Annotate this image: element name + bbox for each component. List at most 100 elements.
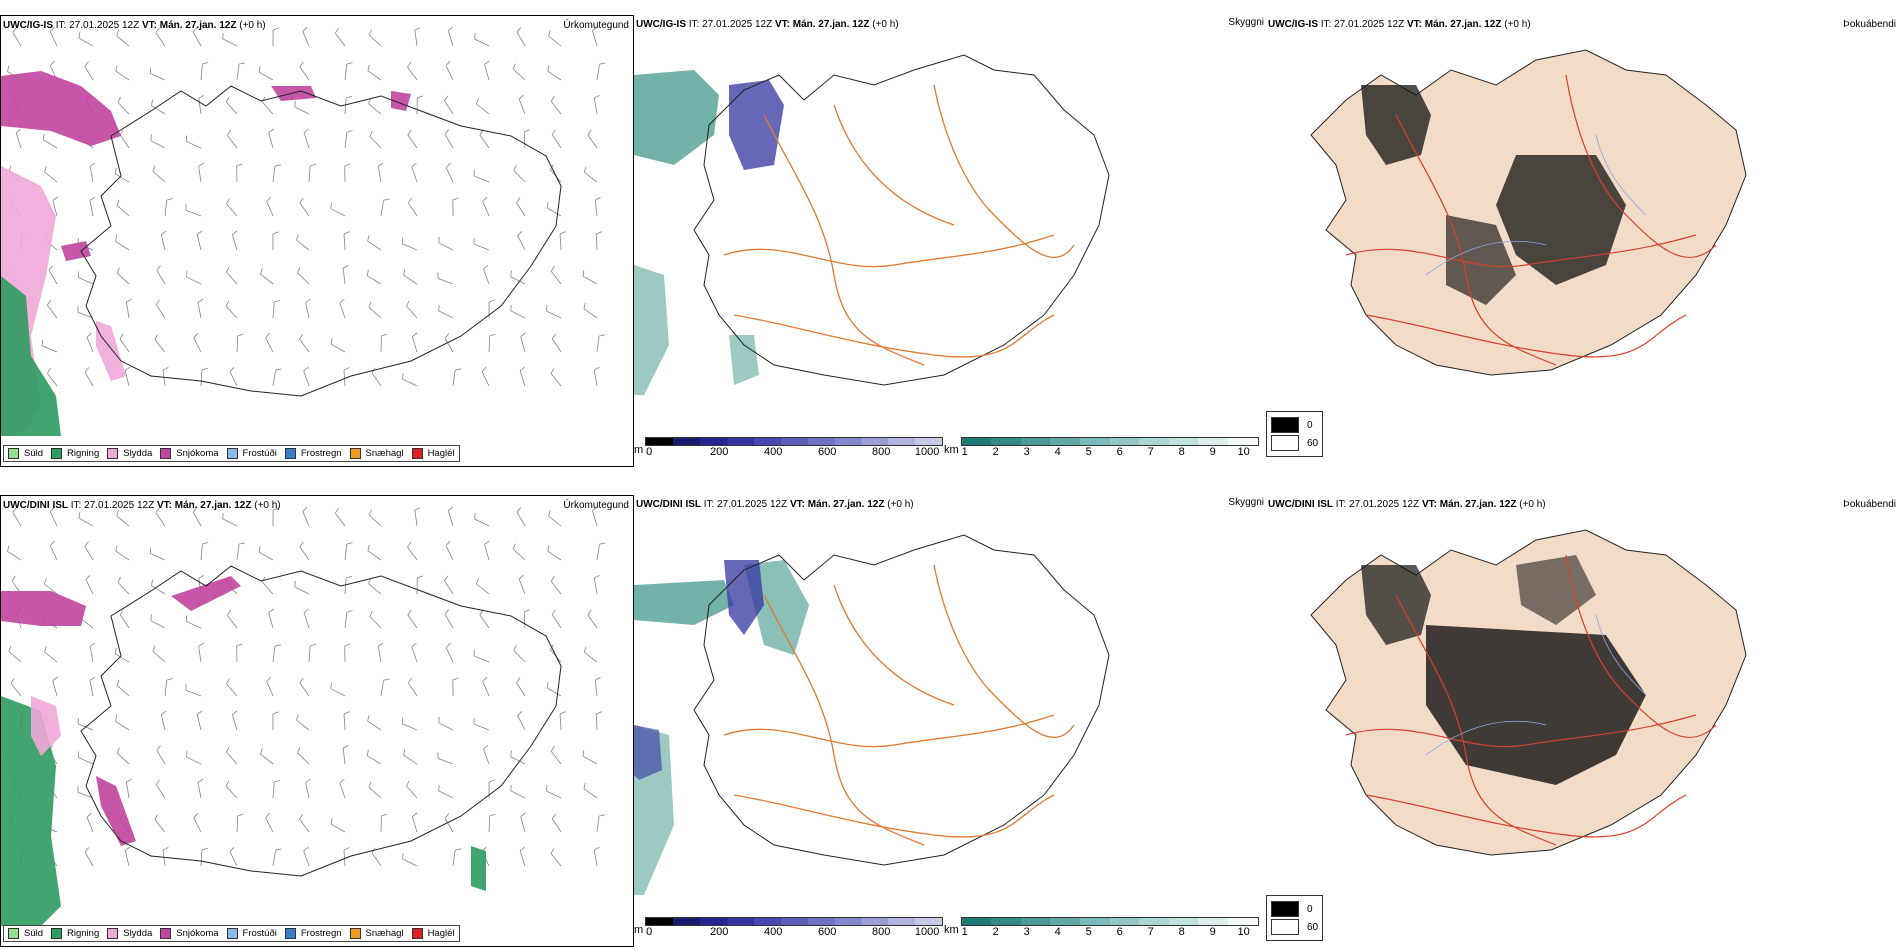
wind-barb (482, 201, 490, 217)
wind-barb (559, 713, 562, 731)
wind-barb (344, 64, 348, 81)
wind-barb (150, 73, 166, 81)
wind-barb-flag (550, 265, 555, 272)
wind-barb (226, 203, 238, 217)
wind-barb (369, 514, 382, 527)
wind-barb-flag (550, 368, 555, 374)
colorbar-segment (1050, 438, 1081, 445)
wind-barb-flag (303, 128, 309, 134)
wind-barb-flag (302, 26, 308, 32)
wind-barb-flag (596, 231, 602, 235)
wind-barb-flag (44, 646, 47, 653)
wind-barb (155, 304, 166, 319)
wind-barb (78, 757, 94, 765)
wind-barb-flag (345, 575, 353, 579)
wind-barb-flag (116, 199, 120, 206)
wind-barb (402, 378, 418, 387)
wind-barb-flag (11, 575, 16, 582)
wind-barb-flag (260, 748, 263, 755)
wind-barb (222, 38, 238, 47)
wind-barb (154, 339, 166, 353)
colorbar-scale (645, 917, 944, 926)
wind-barb (371, 852, 382, 867)
wind-barb-flag (226, 746, 230, 753)
wind-barb (371, 372, 382, 387)
wind-barb-flag (548, 30, 551, 37)
wind-barb-flag (489, 813, 496, 817)
wind-barb-flag (346, 62, 353, 65)
wind-barb-flag (599, 542, 606, 545)
cloud-base-visibility-map (634, 54, 1110, 395)
wind-barb (151, 585, 166, 595)
wind-barb-flag (447, 506, 454, 512)
wind-barb (200, 369, 203, 387)
wind-barb-flag (49, 26, 55, 32)
legend-swatch (284, 928, 296, 939)
colorbar-segment (991, 918, 1021, 925)
rain-area (1, 276, 61, 436)
wind-barb-flag (444, 609, 450, 615)
colorbar-segment (780, 438, 808, 445)
wind-barb-flag (592, 26, 598, 31)
wind-barb-flag (196, 230, 203, 235)
wind-barb (156, 750, 166, 765)
wind-barb (162, 850, 166, 867)
wind-barb (124, 850, 130, 867)
wind-barb (258, 71, 274, 81)
wind-barb (77, 792, 94, 799)
wind-barb-flag (551, 813, 557, 819)
wind-barb-flag (84, 367, 90, 373)
wind-barb-flag (346, 542, 353, 545)
wind-barb (546, 310, 562, 319)
wind-barb (488, 335, 491, 353)
wind-barb (547, 550, 562, 561)
wind-barb-flag (445, 540, 451, 546)
wind-barb (305, 302, 310, 319)
wind-barb (593, 850, 598, 867)
wind-barb-flag (551, 129, 556, 135)
wind-barb (342, 748, 346, 765)
wind-barb (47, 372, 58, 387)
colorbar-tick: 10 (1237, 926, 1250, 938)
wind-barb-flag (303, 366, 309, 372)
colorbar-segment (1080, 918, 1110, 925)
wind-barb (52, 680, 58, 697)
colorbar-segment (1109, 438, 1140, 445)
wind-barb-flag (548, 510, 551, 517)
wind-barb (44, 651, 58, 663)
wind-barb (44, 583, 58, 595)
wind-barb-flag (47, 299, 51, 306)
colorbar-tick: 9 (1209, 446, 1216, 458)
wind-barb (150, 553, 166, 561)
wind-barb (367, 240, 382, 251)
wind-barb-flag (310, 163, 317, 167)
wind-barb (403, 754, 418, 765)
wind-barb-flag (48, 265, 53, 271)
legend-item: Haglél (411, 928, 455, 939)
wind-barb (186, 756, 202, 765)
wind-barb (596, 64, 600, 81)
wind-barb (444, 133, 454, 149)
colorbar-segment (673, 438, 700, 445)
wind-barb-flag (444, 333, 450, 339)
wind-barb-flag (303, 846, 309, 852)
wind-barb (296, 719, 310, 731)
wind-barb-flag (152, 645, 156, 652)
wind-barb-flag (550, 575, 555, 582)
snow-area-3 (391, 91, 411, 111)
wind-barb-flag (403, 749, 406, 756)
iceland-outline (693, 54, 1110, 386)
wind-barb (42, 345, 58, 353)
wind-barb-flag (192, 507, 198, 513)
colorbar-tick: 800 (871, 446, 891, 458)
wind-barb-flag (343, 367, 350, 371)
wind-barb (296, 239, 310, 251)
wind-barb-flag (299, 333, 304, 340)
wind-barb (474, 38, 490, 47)
wind-barb-flag (226, 678, 230, 685)
colorbar-segment (888, 438, 916, 445)
wind-barb-flag (85, 575, 91, 580)
wind-barb (445, 65, 454, 81)
wind-barb-flag (368, 781, 372, 788)
wind-barb-flag (483, 264, 489, 270)
